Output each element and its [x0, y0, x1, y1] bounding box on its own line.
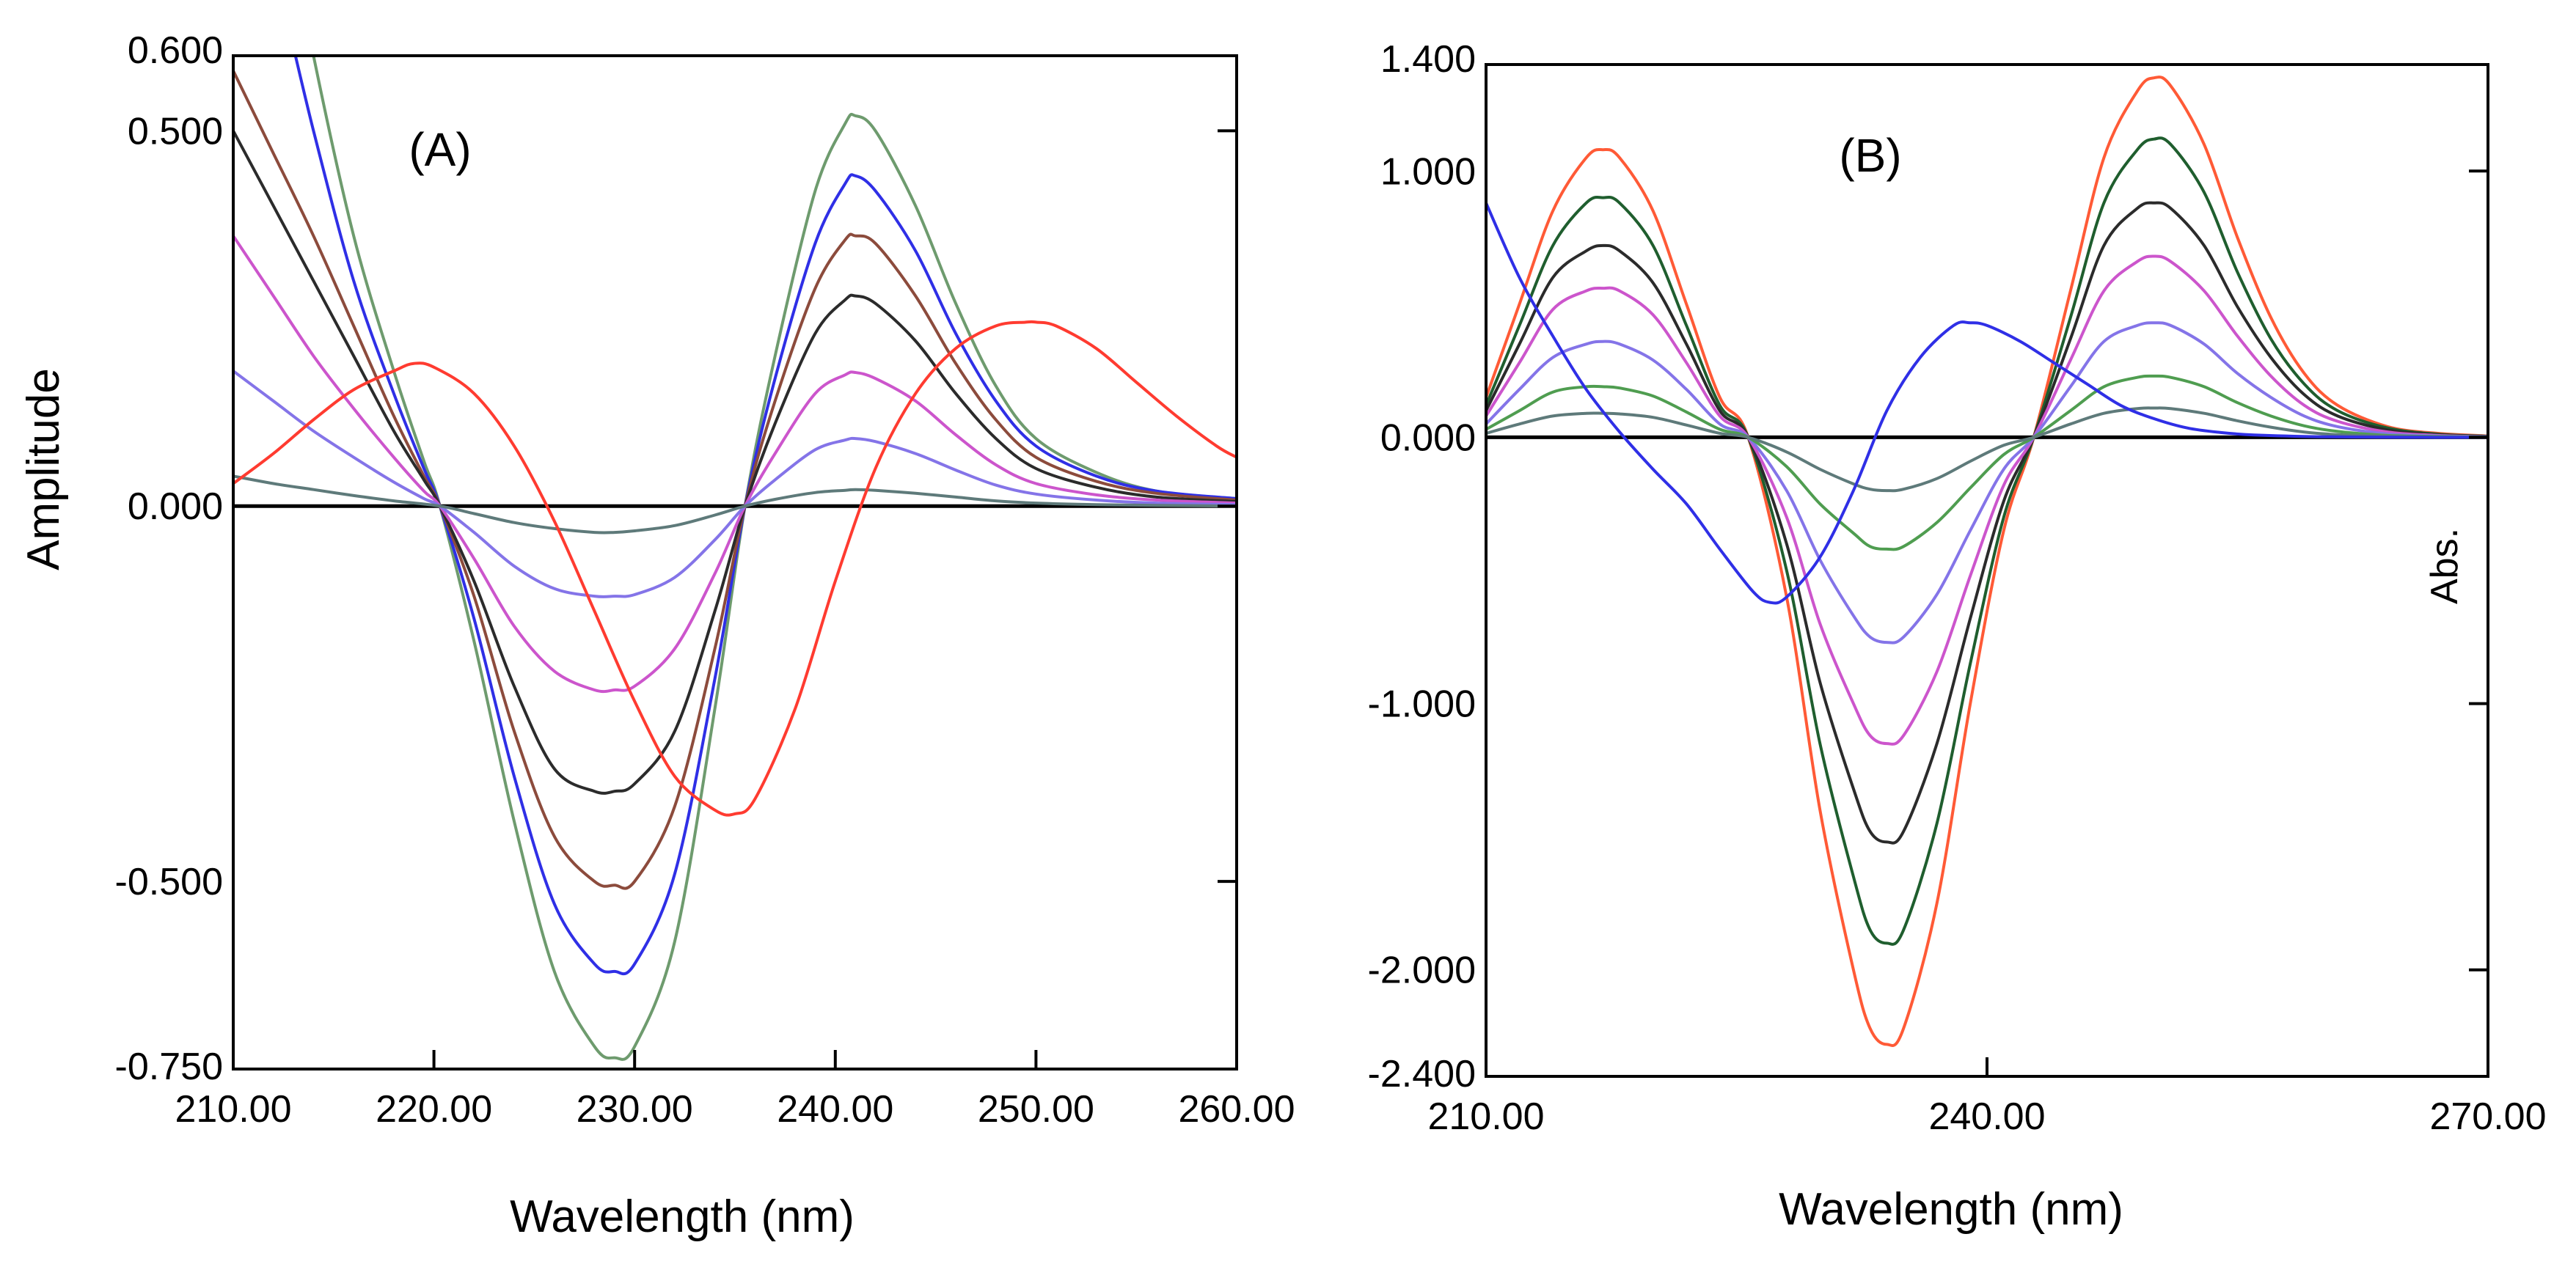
- panel-b-series-line-3: [1486, 201, 2488, 845]
- panel-a-y-ticks: 0.600 0.500 0.000 -0.500 -0.750: [115, 29, 1237, 1088]
- panel-a-x-tick-label: 230.00: [577, 1088, 693, 1131]
- panel-b-y-tick-label: 1.400: [1380, 38, 1476, 81]
- panel-a-x-axis-title: Wavelength (nm): [510, 1191, 855, 1242]
- panel-b: 1.400 1.000 0.000 -1.000 -2.000 -2.400 210.00…: [1368, 38, 2547, 1235]
- panel-b-x-ticks: 210.00 240.00 270.00: [1427, 1057, 2547, 1138]
- panel-b-y-tick-label: 0.000: [1380, 416, 1476, 459]
- panel-b-y-tick-label: -1.000: [1368, 683, 1476, 726]
- panel-a: 0.600 0.500 0.000 -0.500 -0.750 210.00 220.00…: [18, 29, 1295, 1242]
- panel-a-series-line-3: [233, 70, 1237, 890]
- panel-a-series-line-5: [233, 235, 1237, 694]
- panel-a-series-line-7: [233, 474, 1237, 535]
- panel-a-x-tick-label: 260.00: [1178, 1088, 1295, 1131]
- panel-a-y-tick-label: 0.500: [128, 110, 223, 153]
- panel-a-series-line-4: [233, 130, 1237, 795]
- panel-a-y-tick-label: -0.500: [115, 861, 223, 903]
- panel-b-series-line-7: [1486, 406, 2488, 493]
- panel-b-x-tick-label: 270.00: [2429, 1095, 2546, 1138]
- panel-b-series-line-6: [1486, 374, 2488, 551]
- panel-a-x-tick-label: 240.00: [777, 1088, 893, 1131]
- panel-a-series: [233, 56, 1237, 1061]
- panel-b-series-line-4: [1486, 254, 2488, 746]
- panel-a-label: (A): [409, 123, 471, 176]
- panel-b-right-axis-title: Abs.: [2423, 528, 2466, 604]
- panel-b-y-tick-label: 1.000: [1380, 150, 1476, 193]
- panel-b-x-axis-title: Wavelength (nm): [1779, 1184, 2123, 1235]
- panel-a-x-tick-label: 220.00: [376, 1088, 492, 1131]
- panel-a-plot-frame: [232, 54, 1238, 1070]
- panel-b-series-line-1: [1486, 76, 2488, 1047]
- panel-a-y-tick-label: 0.600: [128, 29, 223, 72]
- panel-b-series: [1486, 76, 2488, 1047]
- panel-b-y-ticks: 1.400 1.000 0.000 -1.000 -2.000 -2.400: [1368, 38, 2488, 1095]
- panel-a-y-axis-title: Amplitude: [18, 368, 69, 570]
- panel-b-series-line-5: [1486, 321, 2488, 644]
- panel-a-y-tick-label: -0.750: [115, 1046, 223, 1088]
- panel-a-x-tick-label: 250.00: [978, 1088, 1094, 1131]
- panel-a-series-line-2: [293, 56, 1237, 976]
- panel-b-x-tick-label: 210.00: [1427, 1095, 1544, 1138]
- panel-a-x-tick-label: 210.00: [175, 1088, 291, 1131]
- panel-a-series-line-6: [233, 370, 1237, 598]
- panel-b-y-tick-label: -2.400: [1368, 1053, 1476, 1095]
- panel-b-series-line-2: [1486, 136, 2488, 946]
- panel-a-series-line-1: [312, 56, 1237, 1061]
- panel-a-y-tick-label: 0.000: [128, 485, 223, 528]
- panel-a-series-line-8: [233, 320, 1237, 817]
- panel-b-x-tick-label: 240.00: [1928, 1095, 2045, 1138]
- panel-b-y-tick-label: -2.000: [1368, 950, 1476, 992]
- panel-b-label: (B): [1839, 129, 1901, 182]
- panel-a-x-ticks: 210.00 220.00 230.00 240.00 250.00 260.00: [175, 1050, 1295, 1131]
- panel-b-series-line-8: [1486, 202, 2488, 605]
